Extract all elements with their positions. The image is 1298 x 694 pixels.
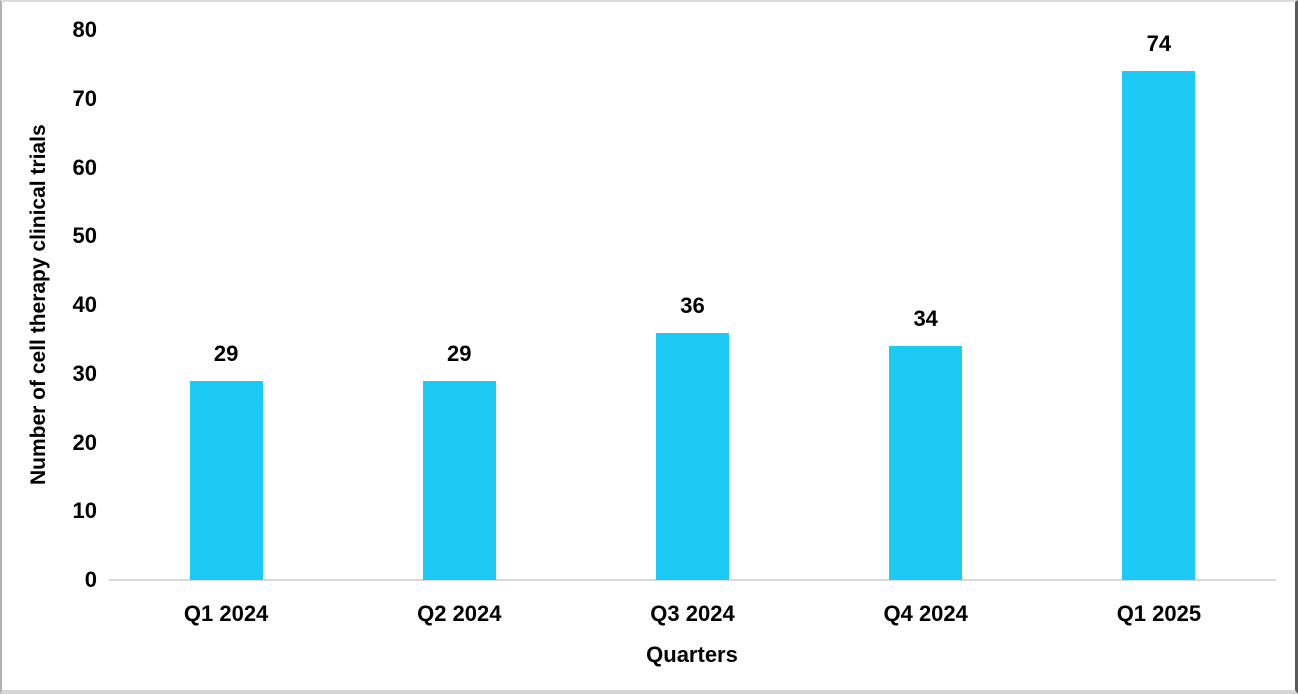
x-tick-label-q3-2024: Q3 2024	[650, 601, 735, 626]
data-label-q3-2024: 36	[680, 292, 705, 318]
x-tick-label-q2-2024: Q2 2024	[417, 601, 502, 626]
data-label-q1-2025: 74	[1146, 31, 1172, 57]
data-label-q4-2024: 34	[913, 306, 938, 332]
data-label-q2-2024: 29	[447, 340, 472, 366]
x-axis-line	[109, 579, 1276, 581]
bar-q4-2024	[889, 346, 963, 580]
y-tick-label-20: 20	[72, 429, 97, 455]
y-tick-label-80: 80	[72, 17, 97, 42]
x-tick-label-q1-2024: Q1 2024	[183, 601, 269, 626]
y-tick-label-10: 10	[72, 498, 97, 524]
y-tick-label-30: 30	[72, 360, 97, 386]
y-tick-label-50: 50	[72, 223, 97, 249]
y-tick-label-60: 60	[72, 154, 97, 180]
data-label-q1-2024: 29	[213, 340, 239, 366]
bar-q1-2025	[1122, 71, 1196, 580]
y-tick-label-40: 40	[72, 292, 97, 317]
bar-q1-2024	[189, 380, 263, 580]
bar-q2-2024	[422, 380, 496, 580]
y-tick-label-0: 0	[84, 567, 97, 592]
x-axis-title: Quarters	[646, 642, 738, 667]
x-tick-label-q4-2024: Q4 2024	[883, 601, 968, 626]
x-tick-label-q1-2025: Q1 2025	[1116, 601, 1202, 626]
bar-q3-2024	[656, 332, 729, 580]
y-tick-label-70: 70	[72, 85, 97, 111]
